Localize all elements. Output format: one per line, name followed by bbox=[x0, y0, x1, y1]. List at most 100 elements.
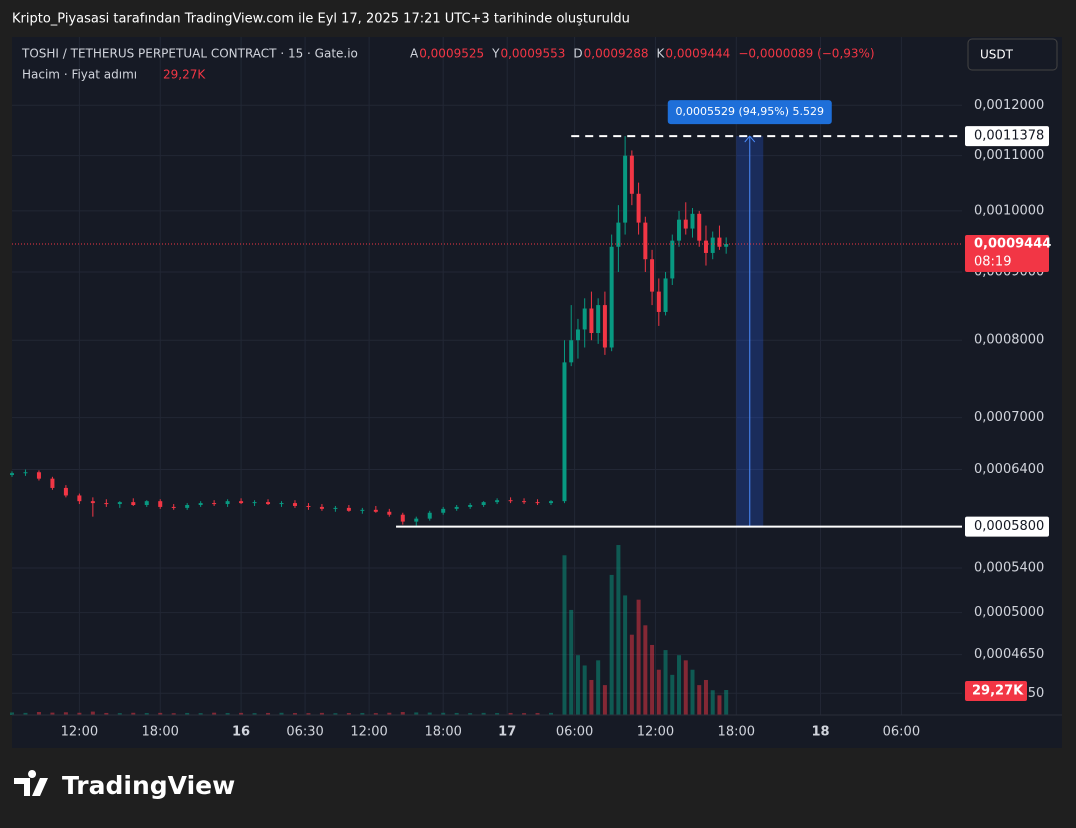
candle-body bbox=[225, 501, 230, 505]
volume-bar bbox=[414, 712, 419, 715]
y-tick-label: 0,0007000 bbox=[974, 410, 1044, 425]
candle-body bbox=[602, 305, 607, 348]
volume-last: 29,27K bbox=[163, 68, 206, 82]
candle-body bbox=[117, 502, 122, 505]
candle-body bbox=[212, 503, 217, 505]
candle-body bbox=[198, 503, 203, 505]
volume-bar bbox=[609, 574, 614, 715]
volume-bar bbox=[23, 712, 28, 715]
volume-bar bbox=[703, 679, 708, 715]
candle-body bbox=[63, 487, 68, 496]
volume-bar bbox=[387, 712, 392, 715]
ohlc-value: 0,0009288 bbox=[584, 47, 649, 61]
price-line-tag bbox=[965, 516, 1049, 537]
candle-body bbox=[414, 518, 419, 522]
volume-bar bbox=[562, 555, 567, 715]
volume-bar bbox=[266, 712, 271, 715]
candle-body bbox=[400, 514, 405, 522]
currency-button[interactable] bbox=[967, 38, 1058, 71]
ohlc-key: Y bbox=[491, 47, 500, 61]
x-tick-label: 16 bbox=[232, 725, 250, 740]
candle-body bbox=[697, 213, 702, 241]
volume-bar bbox=[468, 713, 473, 715]
countdown: 08:19 bbox=[974, 255, 1011, 270]
candle-body bbox=[77, 495, 82, 502]
volume-bar bbox=[454, 712, 459, 715]
candle-body bbox=[522, 501, 527, 503]
candle-body bbox=[575, 329, 580, 341]
volume-bar bbox=[333, 713, 338, 715]
y-tick-label: 0,0011000 bbox=[974, 148, 1044, 163]
candle-body bbox=[703, 240, 708, 253]
x-tick-label: 12:00 bbox=[61, 725, 98, 740]
candle-body bbox=[279, 503, 284, 505]
chart-panel bbox=[12, 37, 1062, 748]
volume-bar bbox=[717, 695, 722, 715]
volume-bar bbox=[373, 713, 378, 715]
volume-bar bbox=[225, 713, 230, 715]
candle-body bbox=[360, 509, 365, 511]
x-tick-label: 06:00 bbox=[556, 725, 593, 740]
candle-body bbox=[623, 155, 628, 223]
candle-body bbox=[636, 193, 641, 223]
volume-bar bbox=[643, 625, 648, 715]
volume-bar bbox=[495, 713, 500, 715]
currency-label: USDT bbox=[980, 48, 1014, 62]
x-tick-label: 06:30 bbox=[286, 725, 323, 740]
volume-bar bbox=[306, 713, 311, 715]
candle-body bbox=[23, 472, 28, 474]
plot: 0,0005529 (94,95%) 5.529 bbox=[10, 100, 962, 715]
price-line-label: 0,0011378 bbox=[974, 129, 1044, 144]
x-tick-label: 12:00 bbox=[350, 725, 387, 740]
volume-legend: Hacim · Fiyat adımı bbox=[22, 68, 137, 82]
volume-bar bbox=[481, 712, 486, 715]
measure-label-box bbox=[667, 100, 832, 125]
candle-body bbox=[710, 237, 715, 253]
volume-bar bbox=[158, 712, 163, 715]
x-tick-label: 06:00 bbox=[883, 725, 920, 740]
volume-bar bbox=[10, 712, 14, 715]
volume-bar bbox=[36, 712, 41, 715]
brand-logo bbox=[14, 770, 48, 796]
volume-bar bbox=[596, 660, 601, 715]
volume-bar bbox=[346, 713, 351, 715]
candle-body bbox=[441, 508, 446, 513]
volume-bar bbox=[636, 599, 641, 715]
x-tick-label: 18:00 bbox=[141, 725, 178, 740]
volume-bar bbox=[670, 674, 675, 715]
candle-body bbox=[629, 155, 634, 194]
y-tick-label: 0,0010000 bbox=[974, 203, 1044, 218]
volume-bar bbox=[582, 665, 587, 715]
volume-bar bbox=[50, 712, 55, 715]
volume-bar bbox=[549, 712, 554, 715]
candle-body bbox=[104, 503, 109, 505]
candle-body bbox=[171, 506, 176, 508]
price-line-label: 0,0005800 bbox=[974, 519, 1044, 534]
candle-body bbox=[387, 511, 392, 515]
candle-body bbox=[427, 512, 432, 519]
y-tick-label: 0,0012000 bbox=[974, 98, 1044, 113]
candle-body bbox=[292, 503, 297, 506]
candle-body bbox=[50, 478, 55, 488]
volume-bar bbox=[144, 713, 149, 715]
candle-body bbox=[131, 502, 136, 505]
candle-body bbox=[683, 219, 688, 229]
volume-bar bbox=[575, 655, 580, 715]
current-price-label: 0,0009444 bbox=[974, 237, 1051, 252]
candle-body bbox=[90, 501, 95, 504]
candle-body bbox=[495, 500, 500, 503]
volume-bar bbox=[427, 712, 432, 715]
current-price-tag bbox=[965, 235, 1049, 273]
volume-bar bbox=[683, 660, 688, 715]
candle-body bbox=[239, 501, 244, 504]
candle-body bbox=[549, 501, 554, 504]
volume-bar bbox=[292, 713, 297, 715]
y-tick-label: 0,0004650 bbox=[974, 647, 1044, 662]
candle-body bbox=[346, 507, 351, 511]
y-tick-label: 0,0005400 bbox=[974, 560, 1044, 575]
volume-bar bbox=[616, 545, 621, 715]
change: −0,0000089 (−0,93%) bbox=[738, 47, 874, 61]
volume-bar bbox=[239, 712, 244, 715]
x-tick-label: 18:00 bbox=[424, 725, 461, 740]
volume-bar bbox=[508, 712, 513, 715]
